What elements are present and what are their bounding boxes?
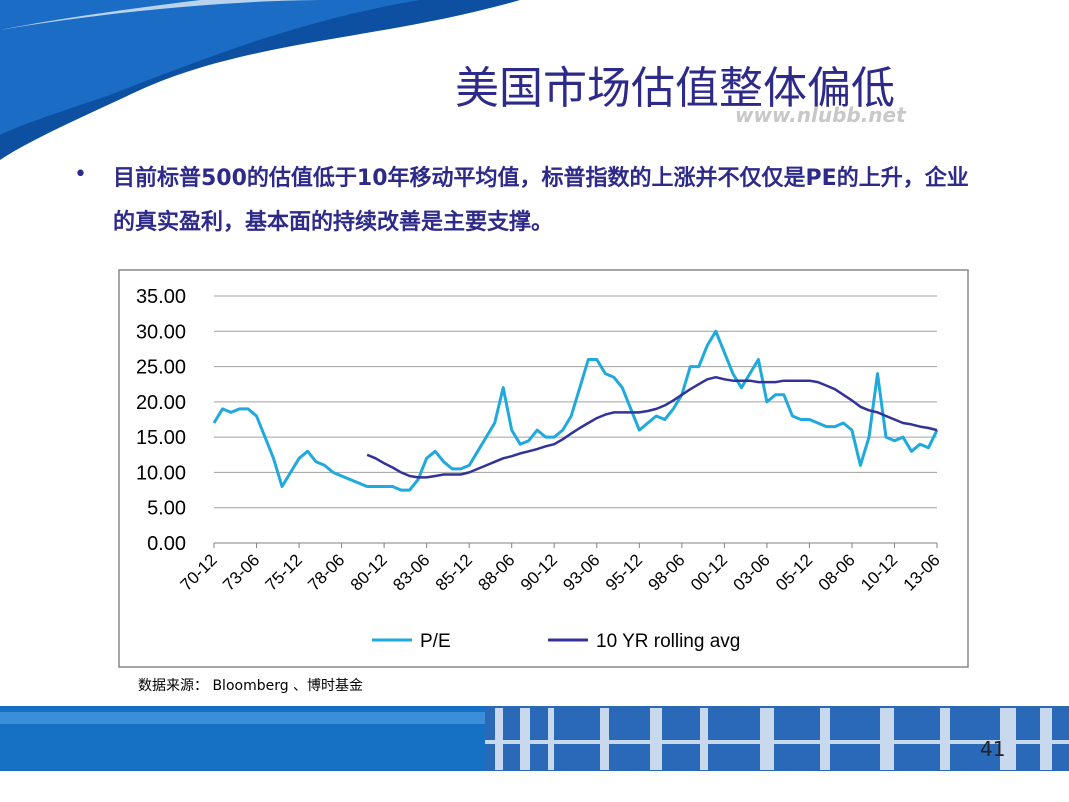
y-tick-label: 25.00 (136, 357, 186, 379)
series-line (366, 375, 938, 479)
source-note: 数据来源： Bloomberg 、博时基金 (138, 678, 364, 694)
y-tick-label: 35.00 (136, 286, 186, 308)
y-tick-label: 15.00 (136, 427, 186, 449)
y-tick-label: 20.00 (136, 392, 186, 414)
bullet-text: 目前标普500的估值低于10年移动平均值，标普指数的上涨并不仅仅是PE的上升，企… (113, 166, 969, 235)
series-line (212, 329, 939, 492)
y-tick-label: 0.00 (147, 533, 186, 555)
bullet-dot: • (74, 162, 87, 187)
page-number: 41 (980, 737, 1006, 761)
chart-frame (118, 269, 969, 668)
legend-label: 10 YR rolling avg (596, 631, 740, 652)
watermark: www.nlubb.net (735, 103, 906, 127)
y-tick-label: 5.00 (147, 498, 186, 520)
slide-title: 美国市场估值整体偏低 (455, 63, 895, 114)
y-tick-label: 30.00 (136, 321, 186, 343)
legend-label: P/E (420, 631, 451, 652)
y-tick-label: 10.00 (136, 462, 186, 484)
